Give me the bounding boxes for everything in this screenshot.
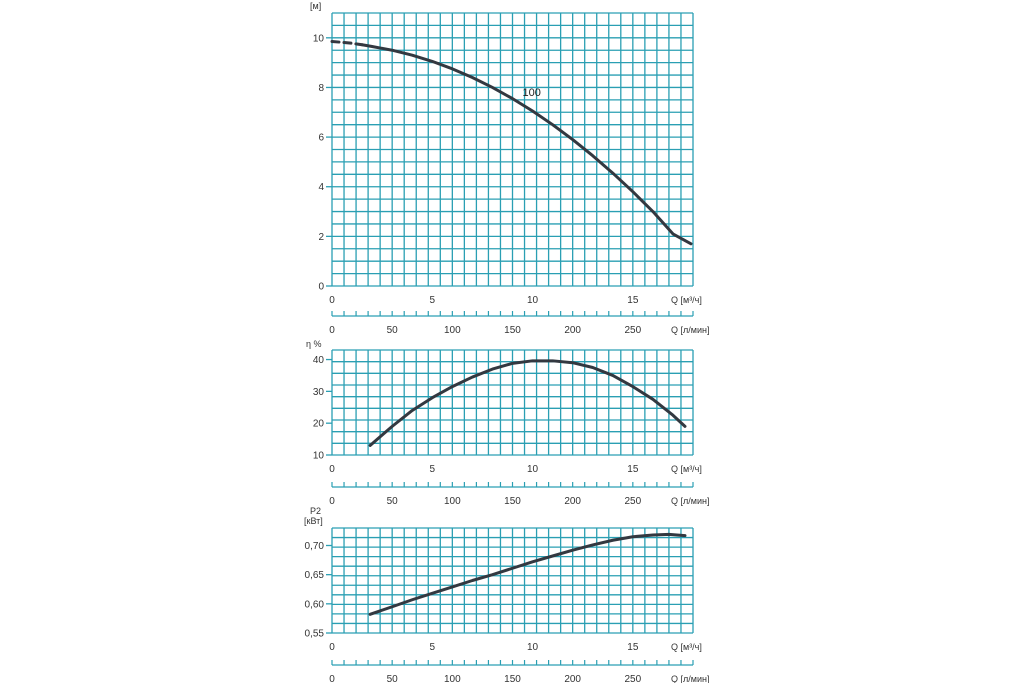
y-tick-label: 10 xyxy=(313,33,325,44)
y-tick-label: 10 xyxy=(313,451,325,462)
chart-panel-3: 0,55 0,60 0,65 0,70 P2[кВт] 0 5 10 15 Q [м³/ч] 0 50… xyxy=(304,506,709,683)
x2-tick-label: 100 xyxy=(444,496,461,507)
x2-axis-label: Q [л/мин] xyxy=(671,496,709,506)
grid xyxy=(331,527,694,634)
x-tick-label: 5 xyxy=(429,642,435,653)
x-tick-label: 0 xyxy=(329,464,335,475)
x2-axis-label: Q [л/мин] xyxy=(671,674,709,683)
x-axis-label: Q [м³/ч] xyxy=(671,642,702,652)
y-tick-label: 0,55 xyxy=(305,629,325,640)
y-tick-label: 8 xyxy=(318,83,324,94)
x2-axis-label: Q [л/мин] xyxy=(671,325,709,335)
x-tick-label: 0 xyxy=(329,642,335,653)
x2-tick-label: 250 xyxy=(624,674,641,683)
y-axis-unit: [кВт] xyxy=(304,516,323,526)
y-tick-label: 20 xyxy=(313,419,325,430)
x-tick-label: 15 xyxy=(627,464,639,475)
x-tick-label: 0 xyxy=(329,295,335,306)
x-tick-label: 15 xyxy=(627,295,639,306)
x-tick-label: 5 xyxy=(429,464,435,475)
x-tick-label: 5 xyxy=(429,295,435,306)
chart-panel-2: 10 20 30 40 η % 0 5 10 15 Q [м³/ч] 0 50 100 150 200 250… xyxy=(306,339,709,507)
x2-tick-label: 150 xyxy=(504,674,521,683)
y-tick-label: 2 xyxy=(318,232,324,243)
y-tick-label: 0,65 xyxy=(305,570,325,581)
x-axis-label: Q [м³/ч] xyxy=(671,295,702,305)
y-tick-label: 40 xyxy=(313,355,325,366)
x2-tick-label: 0 xyxy=(329,674,335,683)
x2-tick-label: 250 xyxy=(624,325,641,336)
x2-tick-label: 0 xyxy=(329,325,335,336)
x2-tick-label: 0 xyxy=(329,496,335,507)
x-axis-label: Q [м³/ч] xyxy=(671,464,702,474)
curve-label: 100 xyxy=(523,87,541,99)
x2-tick-label: 200 xyxy=(564,674,581,683)
x2-tick-label: 50 xyxy=(387,325,399,336)
y-tick-label: 0 xyxy=(318,282,324,293)
x-tick-label: 10 xyxy=(527,295,539,306)
y-tick-label: 4 xyxy=(318,182,324,193)
series-line-1 xyxy=(368,532,687,616)
y-axis-unit: [м] xyxy=(310,1,321,11)
grid xyxy=(331,12,694,287)
x2-tick-label: 150 xyxy=(504,325,521,336)
y-tick-label: 30 xyxy=(313,387,325,398)
x2-tick-label: 150 xyxy=(504,496,521,507)
x2-tick-label: 50 xyxy=(387,674,399,683)
y-tick-label: 0,70 xyxy=(305,541,325,552)
x-tick-label: 10 xyxy=(527,464,539,475)
y-tick-label: 6 xyxy=(318,133,324,144)
chart-panel-1: 0 2 4 6 8 10 H[м] 0 5 10 15 Q [м³/ч] 0 50 100 150 200 250… xyxy=(310,0,709,336)
y-axis-label: H xyxy=(310,0,317,1)
curve-dashed-segment xyxy=(330,40,364,47)
series-line-1 xyxy=(368,359,687,447)
x2-tick-label: 250 xyxy=(624,496,641,507)
grid xyxy=(331,349,694,456)
x2-tick-label: 100 xyxy=(444,325,461,336)
x2-tick-label: 50 xyxy=(387,496,399,507)
x2-tick-label: 200 xyxy=(564,496,581,507)
y-axis-label: η % xyxy=(306,339,322,349)
x2-tick-label: 100 xyxy=(444,674,461,683)
series-line-1 xyxy=(360,43,693,246)
x-tick-label: 15 xyxy=(627,642,639,653)
y-tick-label: 0,60 xyxy=(305,599,325,610)
x-tick-label: 10 xyxy=(527,642,539,653)
y-axis-label: P2 xyxy=(310,506,321,516)
x2-tick-label: 200 xyxy=(564,325,581,336)
